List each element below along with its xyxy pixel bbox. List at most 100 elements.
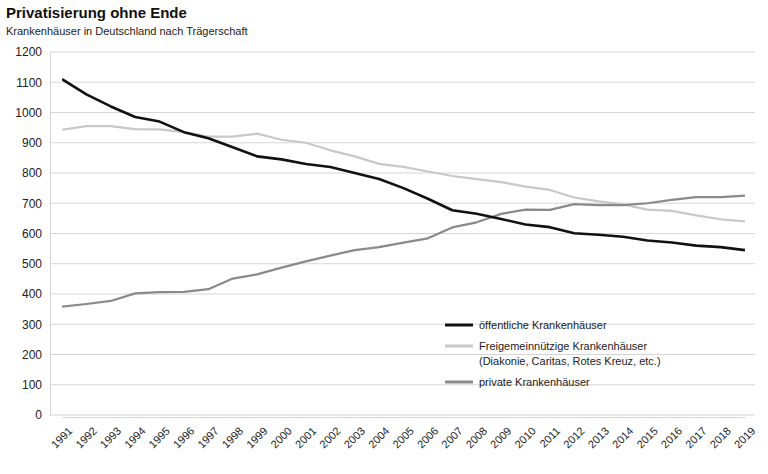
x-tick: 1995 xyxy=(146,417,172,450)
legend-item: öffentliche Krankenhäuser xyxy=(445,319,607,331)
x-tick-label: 2012 xyxy=(561,425,587,451)
y-tick-label: 1100 xyxy=(16,76,42,90)
x-tick: 1996 xyxy=(171,417,197,450)
legend-label: öffentliche Krankenhäuser xyxy=(479,319,607,331)
legend: öffentliche Krankenhäuser Freigemeinnützi… xyxy=(445,319,661,388)
x-tick: 2017 xyxy=(683,417,709,450)
x-tick-label: 1997 xyxy=(195,425,221,451)
x-tick-label: 2005 xyxy=(390,425,416,451)
x-tick-label: 1998 xyxy=(219,425,245,451)
y-tick: 1100 xyxy=(16,76,50,90)
x-tick: 2005 xyxy=(390,417,416,450)
x-tick-label: 2009 xyxy=(488,425,514,451)
x-tick: 2014 xyxy=(610,417,636,450)
x-tick-label: 2019 xyxy=(732,425,758,451)
grid-line xyxy=(50,142,755,143)
x-tick: 2011 xyxy=(537,417,562,450)
x-tick-label: 1999 xyxy=(244,425,270,451)
x-tick: 2019 xyxy=(732,417,758,450)
y-tick-label: 200 xyxy=(22,348,42,362)
x-tick-label: 2013 xyxy=(585,425,611,451)
grid-line xyxy=(50,384,755,385)
x-tick: 2008 xyxy=(463,417,489,450)
series-line xyxy=(62,126,745,221)
x-tick: 2000 xyxy=(268,417,294,450)
y-tick: 300 xyxy=(22,318,50,332)
legend-label-line: Freigemeinnützige Krankenhäuser xyxy=(479,340,647,352)
grid-line xyxy=(50,173,755,174)
legend-label-line: (Diakonie, Caritas, Rotes Kreuz, etc.) xyxy=(479,355,661,367)
y-tick: 0 xyxy=(35,408,50,422)
x-tick-label: 1993 xyxy=(97,425,123,451)
x-tick: 2010 xyxy=(512,417,538,450)
legend-item: private Krankenhäuser xyxy=(445,376,590,388)
y-tick-label: 300 xyxy=(22,318,42,332)
x-tick-label: 1995 xyxy=(146,425,172,451)
y-tick-label: 100 xyxy=(22,378,42,392)
y-tick: 400 xyxy=(22,287,50,301)
plot: 0 100 200 300 400 500 600 700 800 900 1000 1100 1200… xyxy=(15,45,757,450)
x-tick-label: 2016 xyxy=(659,425,685,451)
grid xyxy=(50,52,755,415)
x-tick: 2003 xyxy=(341,417,367,450)
x-tick: 1997 xyxy=(195,417,221,450)
x-tick: 2012 xyxy=(561,417,587,450)
x-tick-label: 2011 xyxy=(537,425,562,450)
legend-swatch xyxy=(445,381,473,384)
y-tick-label: 0 xyxy=(35,408,42,422)
x-tick-label: 1991 xyxy=(49,425,75,451)
y-axis: 0 100 200 300 400 500 600 700 800 900 1000 1100 1200 xyxy=(15,45,50,422)
x-tick-label: 1992 xyxy=(73,425,99,451)
grid-line xyxy=(50,294,755,295)
x-tick: 1991 xyxy=(49,417,75,450)
x-tick: 2009 xyxy=(488,417,514,450)
x-tick: 2001 xyxy=(293,417,319,450)
x-tick-label: 1996 xyxy=(171,425,197,451)
x-tick: 2015 xyxy=(634,417,660,450)
y-tick-label: 1000 xyxy=(15,106,42,120)
grid-line xyxy=(50,324,755,325)
x-tick-label: 2000 xyxy=(268,425,294,451)
x-tick-label: 2014 xyxy=(610,425,636,451)
x-tick-label: 2008 xyxy=(463,425,489,451)
x-tick-label: 2003 xyxy=(341,425,367,451)
y-tick: 900 xyxy=(22,136,50,150)
x-tick-label: 2001 xyxy=(293,425,319,451)
x-tick-label: 2017 xyxy=(683,425,709,451)
x-tick: 1994 xyxy=(122,417,148,450)
y-tick: 1000 xyxy=(15,106,50,120)
x-tick-label: 2010 xyxy=(512,425,538,451)
y-tick: 100 xyxy=(22,378,50,392)
x-tick: 1999 xyxy=(244,417,270,450)
y-tick: 600 xyxy=(22,227,50,241)
x-tick-label: 2015 xyxy=(634,425,660,451)
y-tick-label: 700 xyxy=(22,197,42,211)
legend-label: Freigemeinnützige Krankenhäuser (Diakonie… xyxy=(479,340,661,367)
title: Privatisierung ohne Ende xyxy=(6,4,187,21)
grid-line xyxy=(50,263,755,264)
y-axis-line xyxy=(50,53,51,416)
y-tick-label: 1200 xyxy=(15,45,42,59)
x-tick: 2013 xyxy=(585,417,611,450)
x-axis-line xyxy=(63,417,746,418)
series-line xyxy=(62,79,745,250)
x-tick-label: 2007 xyxy=(439,425,465,451)
legend-item: Freigemeinnützige Krankenhäuser (Diakonie… xyxy=(445,340,661,367)
series-group xyxy=(62,79,745,306)
x-tick: 1992 xyxy=(73,417,99,450)
x-tick: 1998 xyxy=(219,417,245,450)
y-tick: 200 xyxy=(22,348,50,362)
y-tick-label: 600 xyxy=(22,227,42,241)
x-tick: 2006 xyxy=(415,417,441,450)
x-tick: 2004 xyxy=(366,417,392,450)
grid-line xyxy=(50,415,755,416)
x-tick: 1993 xyxy=(97,417,123,450)
grid-line xyxy=(50,112,755,113)
y-tick: 1200 xyxy=(15,45,50,59)
x-axis: 1991199219931994199519961997199819992000… xyxy=(49,417,758,450)
y-tick: 500 xyxy=(22,257,50,271)
y-tick-label: 400 xyxy=(22,287,42,301)
legend-label-line: private Krankenhäuser xyxy=(479,376,590,388)
y-tick-label: 800 xyxy=(22,166,42,180)
subtitle: Krankenhäuser in Deutschland nach Träger… xyxy=(6,25,248,37)
